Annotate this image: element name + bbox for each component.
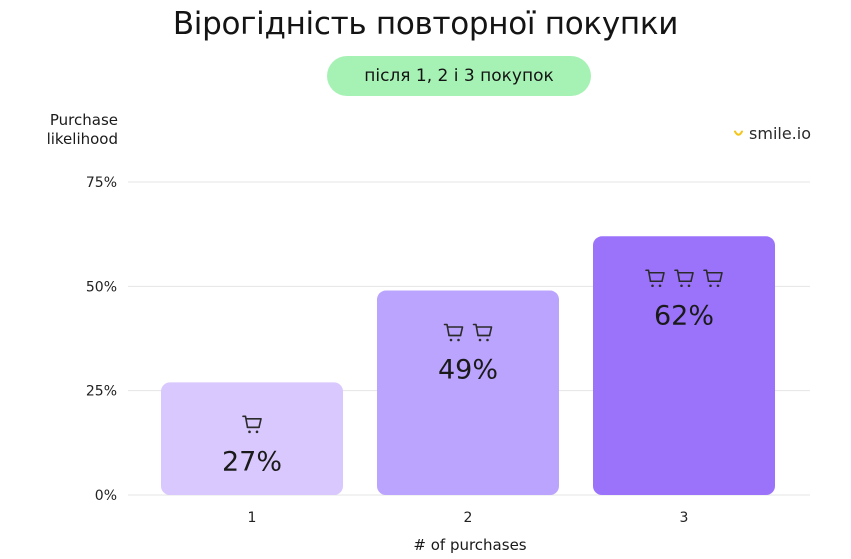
bar-value-label: 49%: [438, 355, 498, 386]
shopping-cart-icon: [703, 269, 723, 288]
x-tick-label: 1: [248, 510, 257, 526]
bar: [377, 290, 559, 495]
shopping-cart-icon: [645, 269, 665, 288]
bar: [593, 236, 775, 495]
x-tick-label: 2: [464, 510, 473, 526]
y-axis-label: Purchase likelihood: [46, 111, 118, 148]
shopping-cart-icon: [674, 269, 694, 288]
brand-logo: smile.io: [734, 124, 811, 143]
chart-subtitle-pill: після 1, 2 і 3 покупок: [327, 56, 591, 96]
y-tick-label: 25%: [86, 384, 117, 400]
bar: [161, 382, 343, 495]
shopping-cart-icon: [242, 415, 262, 434]
x-axis-label: # of purchases: [413, 536, 527, 554]
y-tick-label: 50%: [86, 279, 117, 295]
y-tick-label: 75%: [86, 175, 117, 191]
x-tick-label: 3: [680, 510, 689, 526]
shopping-cart-icon: [443, 323, 464, 342]
y-tick-label: 0%: [95, 488, 117, 504]
brand-name: smile.io: [749, 124, 811, 143]
bar-value-label: 62%: [654, 300, 714, 331]
smile-icon: [734, 130, 744, 136]
shopping-cart-icon: [472, 323, 493, 342]
bar-value-label: 27%: [222, 446, 282, 477]
chart-title: Вірогідність повторної покупки: [172, 6, 679, 42]
